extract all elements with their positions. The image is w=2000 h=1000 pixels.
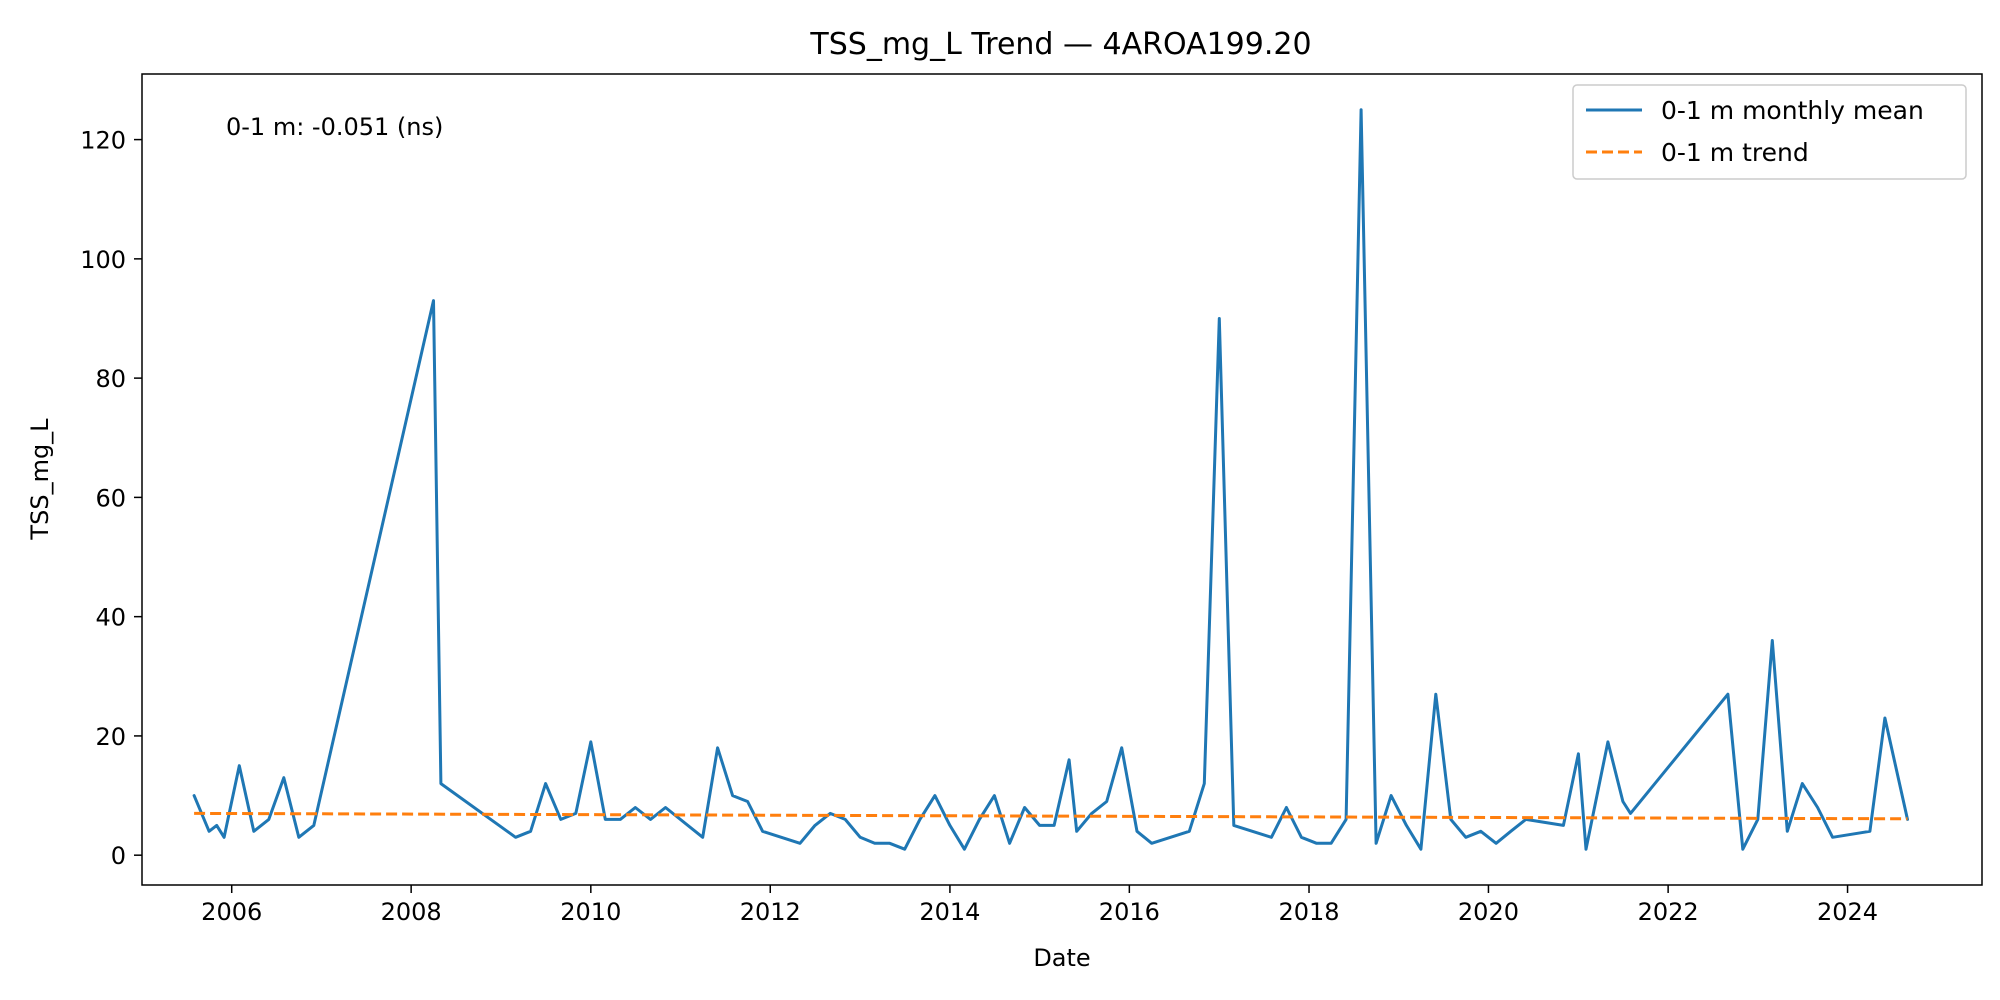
- y-tick-label: 20: [95, 723, 126, 751]
- x-tick-label: 2016: [1099, 898, 1160, 926]
- y-tick-label: 0: [111, 842, 126, 870]
- series-layer: [192, 108, 1909, 851]
- x-tick-label: 2006: [201, 898, 262, 926]
- x-tick-label: 2008: [381, 898, 442, 926]
- y-tick-label: 120: [80, 127, 126, 155]
- x-tick-label: 2022: [1638, 898, 1699, 926]
- y-tick-label: 80: [95, 365, 126, 393]
- x-tick-label: 2020: [1458, 898, 1519, 926]
- legend-label-trend: 0-1 m trend: [1661, 138, 1809, 167]
- x-tick-label: 2012: [740, 898, 801, 926]
- plot-area: [141, 73, 1983, 886]
- x-tick-label: 2018: [1278, 898, 1339, 926]
- series-line-monthly-mean: [192, 108, 1909, 851]
- series-line-trend: [194, 811, 1908, 821]
- y-axis-label: TSS_mg_L: [26, 418, 54, 541]
- x-tick-label: 2024: [1817, 898, 1878, 926]
- x-tick-label: 2010: [560, 898, 621, 926]
- chart-title: TSS_mg_L Trend — 4AROA199.20: [809, 27, 1311, 62]
- y-tick-label: 100: [80, 246, 126, 274]
- trend-annotation: 0-1 m: -0.051 (ns): [226, 113, 443, 141]
- y-tick-label: 60: [95, 484, 126, 512]
- axes-frame: [141, 73, 1983, 886]
- legend-box: [1572, 84, 1967, 180]
- y-axis-ticks: 0 20 40 60 80 100 120: [80, 127, 142, 870]
- legend-label-monthly-mean: 0-1 m monthly mean: [1661, 96, 1924, 125]
- y-tick-label: 40: [95, 604, 126, 632]
- x-axis-label: Date: [1033, 944, 1090, 972]
- legend: 0-1 m monthly mean 0-1 m trend: [1572, 84, 1967, 180]
- x-axis-ticks: 2006 2008 2010 2012 2014 2016 2018 2020 2022 2024: [201, 885, 1878, 926]
- x-tick-label: 2014: [919, 898, 980, 926]
